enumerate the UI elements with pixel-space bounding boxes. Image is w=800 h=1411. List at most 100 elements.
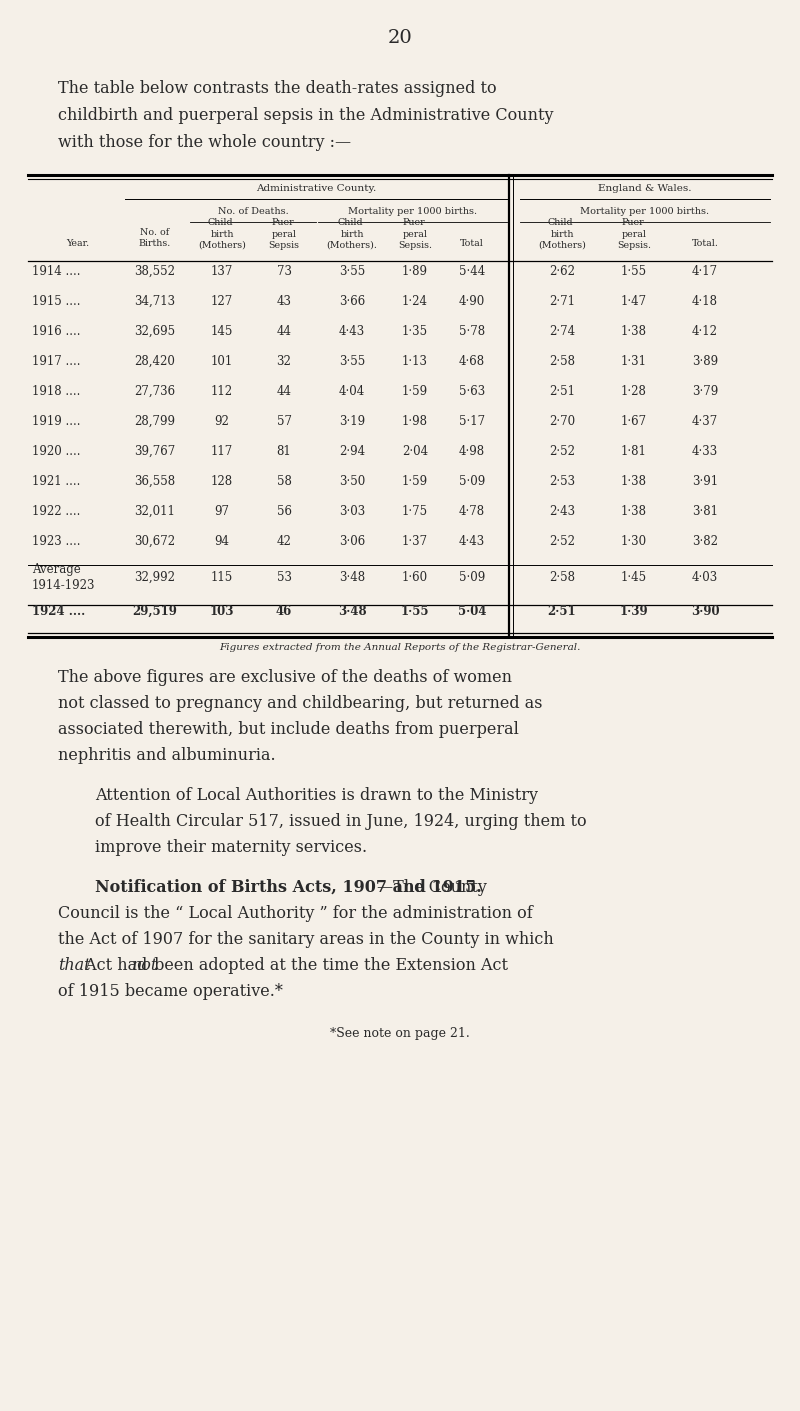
Text: Figures extracted from the Annual Reports of the Registrar-General.: Figures extracted from the Annual Report…: [219, 642, 581, 652]
Text: 32,695: 32,695: [134, 325, 175, 337]
Text: been adopted at the time the Extension Act: been adopted at the time the Extension A…: [149, 957, 508, 974]
Text: 1·75: 1·75: [402, 505, 428, 518]
Text: 137: 137: [211, 264, 233, 278]
Text: 127: 127: [211, 295, 233, 308]
Text: Child-
birth
(Mothers): Child- birth (Mothers): [538, 219, 586, 250]
Text: that: that: [58, 957, 90, 974]
Text: 43: 43: [277, 295, 291, 308]
Text: 2·52: 2·52: [549, 444, 575, 457]
Text: The above figures are exclusive of the deaths of women: The above figures are exclusive of the d…: [58, 669, 512, 686]
Text: 1·81: 1·81: [621, 444, 647, 457]
Text: No. of Deaths.: No. of Deaths.: [218, 206, 288, 216]
Text: 1·28: 1·28: [621, 385, 647, 398]
Text: Child-
birth
(Mothers).: Child- birth (Mothers).: [326, 219, 378, 250]
Text: 4·37: 4·37: [692, 415, 718, 428]
Text: 145: 145: [211, 325, 233, 337]
Text: 2·51: 2·51: [549, 385, 575, 398]
Text: 28,799: 28,799: [134, 415, 175, 428]
Text: 32,992: 32,992: [134, 570, 175, 584]
Text: Administrative County.: Administrative County.: [256, 183, 376, 192]
Text: 1·98: 1·98: [402, 415, 428, 428]
Text: 115: 115: [211, 570, 233, 584]
Text: 2·62: 2·62: [549, 264, 575, 278]
Text: 5·09: 5·09: [459, 570, 485, 584]
Text: 92: 92: [214, 415, 230, 428]
Text: of Health Circular 517, issued in June, 1924, urging them to: of Health Circular 517, issued in June, …: [95, 813, 586, 830]
Text: 3·81: 3·81: [692, 505, 718, 518]
Text: 1·55: 1·55: [621, 264, 647, 278]
Text: childbirth and puerperal sepsis in the Administrative County: childbirth and puerperal sepsis in the A…: [58, 106, 554, 124]
Text: 1·67: 1·67: [621, 415, 647, 428]
Text: Mortality per 1000 births.: Mortality per 1000 births.: [581, 206, 710, 216]
Text: Notification of Births Acts, 1907 and 1915.: Notification of Births Acts, 1907 and 19…: [95, 879, 482, 896]
Text: 4·18: 4·18: [692, 295, 718, 308]
Text: 1·38: 1·38: [621, 474, 647, 487]
Text: Puer-
peral
Sepsis.: Puer- peral Sepsis.: [617, 219, 651, 250]
Text: 1924 ....: 1924 ....: [32, 604, 86, 618]
Text: Mortality per 1000 births.: Mortality per 1000 births.: [348, 206, 477, 216]
Text: 3·50: 3·50: [339, 474, 365, 487]
Text: 1920 ....: 1920 ....: [32, 444, 81, 457]
Text: 3·48: 3·48: [339, 570, 365, 584]
Text: 1·38: 1·38: [621, 505, 647, 518]
Text: 3·48: 3·48: [338, 604, 366, 618]
Text: 30,672: 30,672: [134, 535, 175, 547]
Text: 36,558: 36,558: [134, 474, 175, 487]
Text: 1919 ....: 1919 ....: [32, 415, 81, 428]
Text: 1·38: 1·38: [621, 325, 647, 337]
Text: 3·19: 3·19: [339, 415, 365, 428]
Text: 4·78: 4·78: [459, 505, 485, 518]
Text: 4·17: 4·17: [692, 264, 718, 278]
Text: 20: 20: [388, 30, 412, 47]
Text: 94: 94: [214, 535, 230, 547]
Text: of 1915 became operative.*: of 1915 became operative.*: [58, 982, 283, 999]
Text: 101: 101: [211, 354, 233, 367]
Text: 1·24: 1·24: [402, 295, 428, 308]
Text: 1·59: 1·59: [402, 385, 428, 398]
Text: 1914 ....: 1914 ....: [32, 264, 81, 278]
Text: not: not: [132, 957, 158, 974]
Text: 81: 81: [277, 444, 291, 457]
Text: 2·58: 2·58: [549, 570, 575, 584]
Text: 3·91: 3·91: [692, 474, 718, 487]
Text: 5·78: 5·78: [459, 325, 485, 337]
Text: 3·90: 3·90: [690, 604, 719, 618]
Text: 1·37: 1·37: [402, 535, 428, 547]
Text: 117: 117: [211, 444, 233, 457]
Text: 4·68: 4·68: [459, 354, 485, 367]
Text: The table below contrasts the death-rates assigned to: The table below contrasts the death-rate…: [58, 79, 497, 96]
Text: 112: 112: [211, 385, 233, 398]
Text: 1·89: 1·89: [402, 264, 428, 278]
Text: 29,519: 29,519: [133, 604, 178, 618]
Text: 3·79: 3·79: [692, 385, 718, 398]
Text: 103: 103: [210, 604, 234, 618]
Text: 2·52: 2·52: [549, 535, 575, 547]
Text: 3·89: 3·89: [692, 354, 718, 367]
Text: 42: 42: [277, 535, 291, 547]
Text: 3·03: 3·03: [339, 505, 365, 518]
Text: not classed to pregnancy and childbearing, but returned as: not classed to pregnancy and childbearin…: [58, 694, 542, 711]
Text: associated therewith, but include deaths from puerperal: associated therewith, but include deaths…: [58, 721, 519, 738]
Text: 3·82: 3·82: [692, 535, 718, 547]
Text: *See note on page 21.: *See note on page 21.: [330, 1026, 470, 1040]
Text: 57: 57: [277, 415, 291, 428]
Text: 1·55: 1·55: [401, 604, 430, 618]
Text: 4·43: 4·43: [339, 325, 365, 337]
Text: 5·44: 5·44: [459, 264, 485, 278]
Text: 38,552: 38,552: [134, 264, 175, 278]
Text: 27,736: 27,736: [134, 385, 175, 398]
Text: 2·94: 2·94: [339, 444, 365, 457]
Text: 58: 58: [277, 474, 291, 487]
Text: 1918 ....: 1918 ....: [32, 385, 80, 398]
Text: 32: 32: [277, 354, 291, 367]
Text: 1·45: 1·45: [621, 570, 647, 584]
Text: 1·30: 1·30: [621, 535, 647, 547]
Text: 28,420: 28,420: [134, 354, 175, 367]
Text: 4·33: 4·33: [692, 444, 718, 457]
Text: 1917 ....: 1917 ....: [32, 354, 81, 367]
Text: Child-
birth
(Mothers): Child- birth (Mothers): [198, 219, 246, 250]
Text: 1·39: 1·39: [620, 604, 648, 618]
Text: 1·31: 1·31: [621, 354, 647, 367]
Text: 4·43: 4·43: [459, 535, 485, 547]
Text: 2·51: 2·51: [548, 604, 576, 618]
